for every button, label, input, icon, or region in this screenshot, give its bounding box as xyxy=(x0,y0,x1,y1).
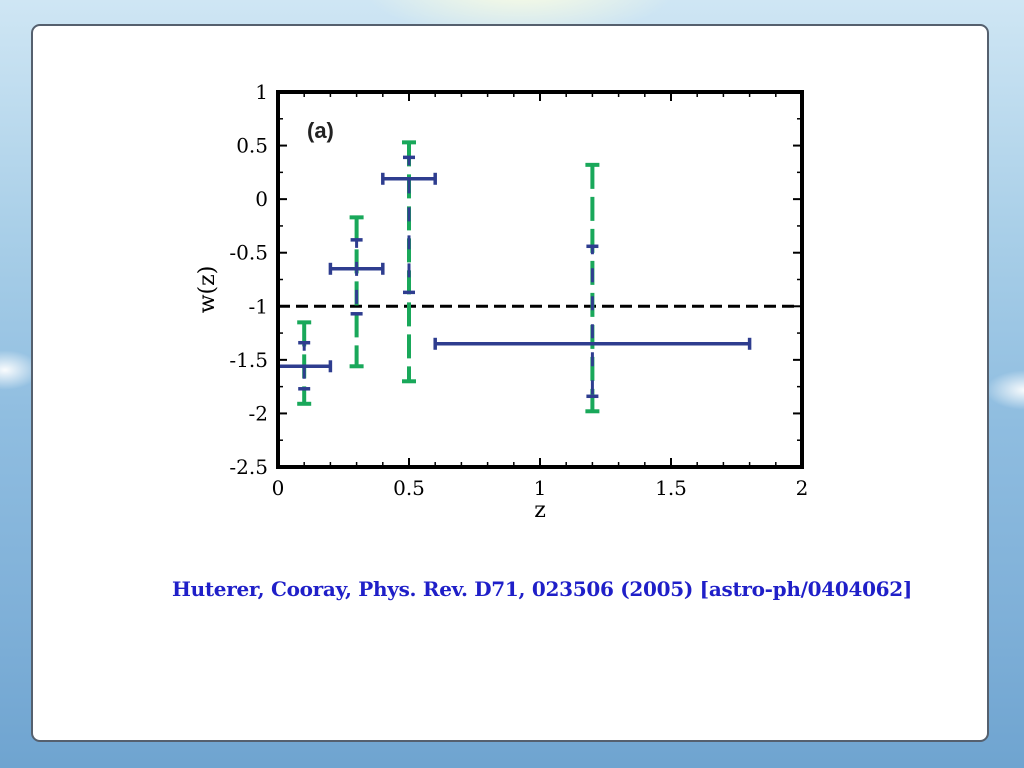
x-tick-label: 1 xyxy=(534,476,547,500)
panel-label: (a) xyxy=(307,118,334,143)
x-tick-label: 0 xyxy=(272,476,285,500)
y-tick-label: -1 xyxy=(249,294,268,318)
plot-frame xyxy=(276,90,804,469)
dashed-errorbar xyxy=(297,320,312,406)
y-tick-label: -0.5 xyxy=(229,241,268,265)
x-axis-title: z xyxy=(534,498,546,523)
y-tick-label: 1 xyxy=(255,80,268,104)
y-tick-label: -1.5 xyxy=(229,348,268,372)
solid-errorbar xyxy=(381,155,437,295)
solid-errorbar xyxy=(433,244,752,399)
y-axis-title: w(z) xyxy=(195,266,220,314)
y-tick-label: -2.5 xyxy=(229,455,268,479)
solid-errorbar xyxy=(276,340,333,391)
y-tick-label: -2 xyxy=(249,401,268,425)
x-tick-label: 1.5 xyxy=(655,476,687,500)
slide-panel xyxy=(31,24,989,742)
citation-reference: Huterer, Cooray, Phys. Rev. D71, 023506 … xyxy=(172,577,913,601)
x-tick-label: 0.5 xyxy=(393,476,425,500)
solid-errorbar xyxy=(328,238,385,316)
x-tick-label: 2 xyxy=(796,476,809,500)
dashed-errorbar xyxy=(585,162,600,414)
y-tick-label: 0.5 xyxy=(236,134,268,158)
y-tick-label: 0 xyxy=(255,187,268,211)
